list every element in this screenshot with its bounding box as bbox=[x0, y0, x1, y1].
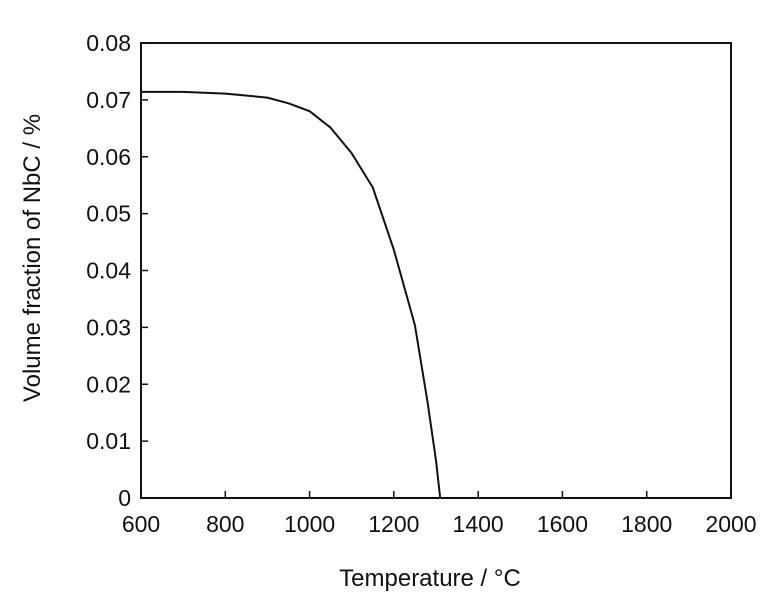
x-tick-label: 1800 bbox=[621, 511, 672, 537]
y-tick-label: 0.06 bbox=[86, 144, 131, 170]
x-tick-label: 1200 bbox=[368, 511, 419, 537]
series-line bbox=[141, 90, 442, 499]
y-tick-label: 0.03 bbox=[86, 314, 131, 340]
x-axis-title: Temperature / °C bbox=[339, 565, 521, 592]
y-tick-label: 0.08 bbox=[86, 30, 131, 56]
x-tick-label: 1000 bbox=[284, 511, 335, 537]
x-tick-label: 600 bbox=[122, 511, 160, 537]
y-axis: 0 0.01 0.02 0.03 0.04 0.05 0.06 0.07 0.08 bbox=[86, 30, 148, 511]
y-tick-label: 0.05 bbox=[86, 201, 131, 227]
x-tick-label: 1600 bbox=[537, 511, 588, 537]
y-tick-label: 0.07 bbox=[86, 87, 131, 113]
y-tick-label: 0.02 bbox=[86, 371, 131, 397]
plot-frame bbox=[140, 42, 732, 499]
x-tick-label: 2000 bbox=[705, 511, 756, 537]
y-tick-label: 0.04 bbox=[86, 258, 131, 284]
y-tick-label: 0 bbox=[118, 485, 131, 511]
series-layer bbox=[141, 90, 442, 499]
x-axis: 600 800 1000 1200 1400 1600 1800 2000 bbox=[122, 491, 757, 537]
y-axis-title: Volume fraction of NbC / % bbox=[19, 114, 46, 402]
x-tick-label: 1400 bbox=[453, 511, 504, 537]
x-tick-label: 800 bbox=[206, 511, 244, 537]
y-tick-label: 0.01 bbox=[86, 428, 131, 454]
